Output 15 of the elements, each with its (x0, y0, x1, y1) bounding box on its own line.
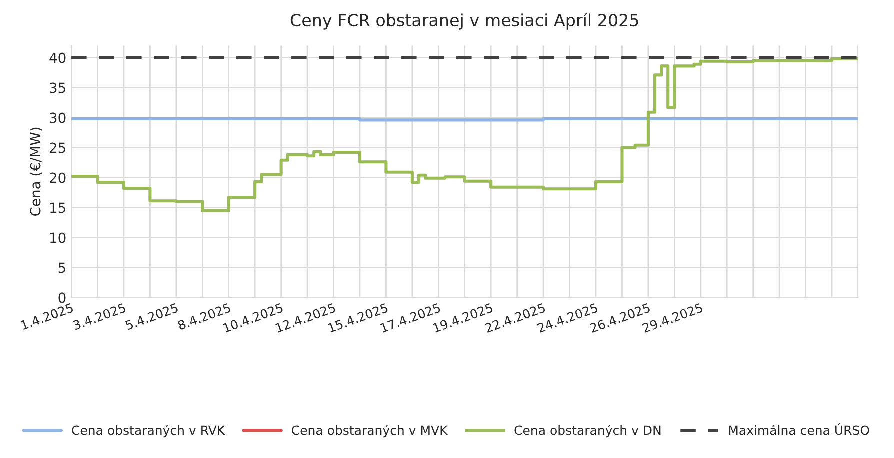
y-tick-label: 25 (50, 142, 66, 154)
legend-label: Cena obstaraných v DN (514, 424, 661, 438)
legend-label: Maximálna cena ÚRSO (729, 423, 870, 436)
y-tick-label: 10 (50, 232, 66, 244)
y-tick-label: 35 (50, 82, 66, 94)
y-tick-label: 30 (50, 112, 66, 124)
y-tick-label: 15 (50, 202, 66, 214)
y-tick-label: 40 (50, 52, 66, 64)
y-axis-title: Cena (€/MW) (30, 128, 42, 216)
legend-label: Cena obstaraných v MVK (292, 424, 448, 438)
y-tick-label: 5 (58, 262, 66, 274)
y-tick-label: 0 (58, 292, 66, 304)
legend-label: Cena obstaraných v RVK (72, 424, 226, 438)
chart-title: Ceny FCR obstaranej v mesiaci Apríl 2025 (290, 13, 638, 30)
y-tick-label: 20 (50, 172, 66, 184)
